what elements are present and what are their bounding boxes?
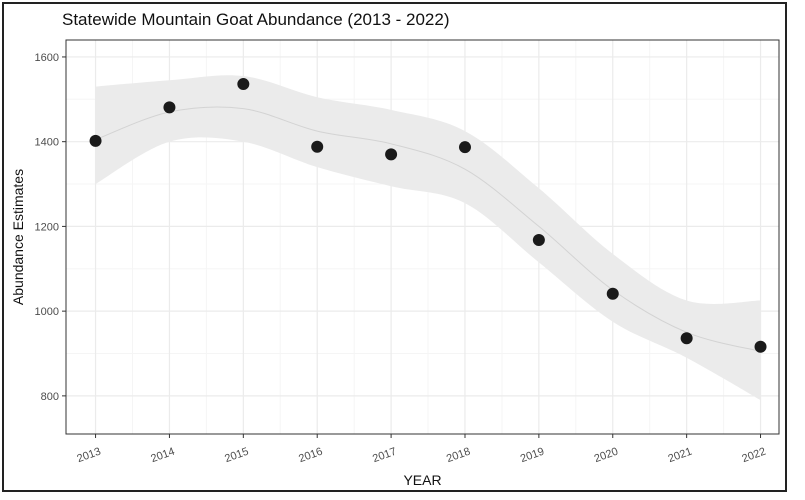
data-point-2018 [458, 141, 471, 154]
y-tick-label: 800 [41, 391, 59, 403]
data-point-2021 [680, 332, 693, 345]
panel-border [65, 39, 780, 435]
data-point-2013 [89, 134, 102, 147]
x-tick-label: 2019 [519, 446, 546, 466]
x-axis-title: YEAR [403, 472, 441, 488]
data-point-2022 [754, 340, 767, 353]
y-tick-label: 1600 [35, 52, 59, 64]
y-tick-label: 1000 [35, 306, 59, 318]
confidence-band [95, 75, 761, 401]
x-tick-label: 2020 [593, 446, 620, 466]
x-tick-label: 2021 [667, 446, 694, 466]
x-tick-label: 2014 [149, 446, 176, 466]
x-tick-label: 2017 [371, 446, 398, 466]
y-tick-label: 1200 [35, 221, 59, 233]
data-point-2019 [532, 233, 545, 246]
y-tick-label: 1400 [35, 137, 59, 149]
data-point-2017 [385, 148, 398, 161]
x-tick-label: 2022 [740, 446, 767, 466]
data-point-2020 [606, 287, 619, 300]
smooth-line-layer [95, 106, 761, 352]
x-tick-label: 2013 [75, 446, 102, 466]
x-tick-label: 2016 [297, 446, 324, 466]
confidence-band-layer [95, 75, 761, 401]
data-point-2016 [311, 140, 324, 153]
data-points-layer [89, 78, 767, 353]
data-point-2014 [163, 101, 176, 114]
data-point-2015 [237, 78, 250, 91]
x-tick-label: 2018 [445, 446, 472, 466]
chart-title: Statewide Mountain Goat Abundance (2013 … [62, 10, 450, 29]
smooth-fit-line [95, 106, 761, 352]
x-tick-label: 2015 [223, 446, 250, 466]
y-axis-title: Abundance Estimates [10, 169, 26, 305]
